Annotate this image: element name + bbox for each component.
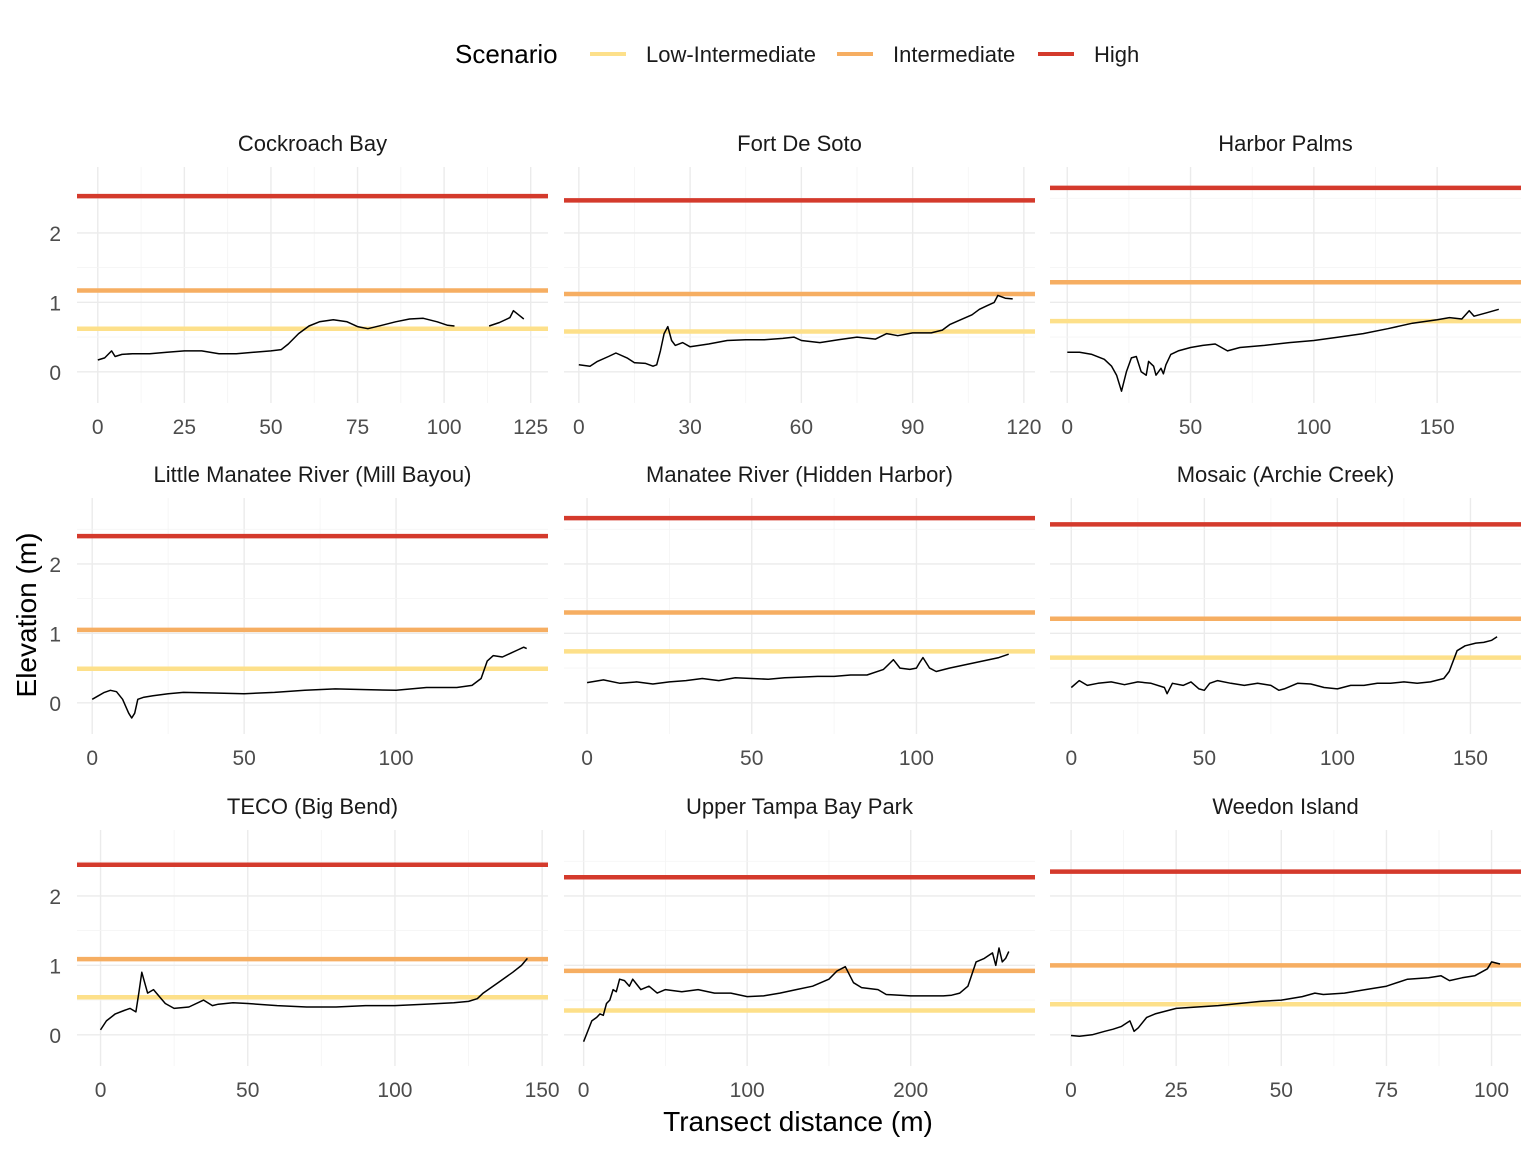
elevation-profile (582, 947, 1010, 1042)
elevation-profile (578, 294, 1013, 367)
panel-title: Mosaic (Archie Creek) (1177, 462, 1395, 487)
legend-item-high: High (1038, 42, 1139, 67)
x-tick-label: 100 (1296, 416, 1331, 439)
x-tick-label: 150 (1453, 747, 1488, 770)
x-tick-label: 100 (377, 1079, 412, 1102)
panel-manatee-river-hidden-harbor: Manatee River (Hidden Harbor) 0 50 100 (564, 462, 1035, 770)
panel-title: Upper Tampa Bay Park (686, 794, 914, 819)
legend: Scenario Low-Intermediate Intermediate Hig… (455, 39, 1139, 69)
panel-grid (77, 830, 548, 1066)
x-tick-label: 75 (1375, 1079, 1398, 1102)
x-tick-label: 50 (259, 416, 282, 439)
x-tick-label: 150 (1420, 416, 1455, 439)
elevation-profile (488, 309, 525, 327)
panel-title: Manatee River (Hidden Harbor) (646, 462, 953, 487)
panel-cockroach-bay: Cockroach Bay 0 25 50 75 100 125 0 1 2 (49, 131, 548, 439)
x-tick-label: 200 (893, 1079, 928, 1102)
x-tick-label: 120 (1006, 416, 1041, 439)
panel-grid (77, 498, 548, 734)
x-tick-label: 0 (578, 1079, 590, 1102)
panel-title: Harbor Palms (1218, 131, 1352, 156)
elevation-profile (97, 317, 455, 361)
legend-label-intermediate: Intermediate (893, 42, 1015, 67)
x-tick-label: 90 (901, 416, 924, 439)
x-tick-label: 0 (581, 747, 593, 770)
y-tick-label: 0 (49, 693, 61, 716)
legend-label-low-intermediate: Low-Intermediate (646, 42, 816, 67)
elevation-profile (99, 957, 528, 1031)
legend-item-intermediate: Intermediate (837, 42, 1015, 67)
x-tick-label: 50 (1179, 416, 1202, 439)
y-tick-label: 0 (49, 1025, 61, 1048)
panel-teco-big-bend: TECO (Big Bend) 0 50 100 150 0 1 2 (49, 794, 559, 1102)
y-tick-label: 2 (49, 554, 61, 577)
x-tick-label: 150 (525, 1079, 560, 1102)
x-tick-label: 50 (1193, 747, 1216, 770)
panel-title: Weedon Island (1212, 794, 1358, 819)
x-tick-label: 25 (1164, 1079, 1187, 1102)
x-tick-label: 50 (232, 747, 255, 770)
panel-harbor-palms: Harbor Palms 0 50 100 150 (1050, 131, 1521, 439)
panel-grid (564, 830, 1035, 1066)
panel-grid (1050, 830, 1521, 1066)
y-tick-label: 1 (49, 292, 61, 315)
panel-grid (1050, 167, 1521, 403)
y-tick-label: 0 (49, 362, 61, 385)
panel-title: Cockroach Bay (238, 131, 387, 156)
x-axis-label: Transect distance (m) (663, 1106, 933, 1137)
x-tick-label: 100 (899, 747, 934, 770)
panel-fort-de-soto: Fort De Soto 0 30 60 90 120 (564, 131, 1041, 439)
x-tick-label: 0 (86, 747, 98, 770)
x-tick-label: 30 (678, 416, 701, 439)
x-tick-label: 0 (95, 1079, 107, 1102)
x-tick-label: 100 (379, 747, 414, 770)
elevation-profile (586, 653, 1009, 685)
panel-little-manatee-river-mill-bayou: Little Manatee River (Mill Bayou) 0 50 100 0… (49, 462, 548, 770)
panel-upper-tampa-bay-park: Upper Tampa Bay Park 0 100 200 (564, 794, 1035, 1102)
x-tick-label: 0 (1061, 416, 1073, 439)
x-tick-label: 0 (573, 416, 585, 439)
elevation-profile (1070, 636, 1498, 695)
y-tick-label: 2 (49, 886, 61, 909)
panel-grid (564, 498, 1035, 734)
legend-label-high: High (1094, 42, 1139, 67)
x-tick-label: 25 (173, 416, 196, 439)
panel-title: Little Manatee River (Mill Bayou) (154, 462, 472, 487)
panel-grid (77, 167, 548, 403)
x-tick-label: 0 (1065, 1079, 1077, 1102)
y-tick-label: 2 (49, 223, 61, 246)
panel-grid (564, 167, 1035, 403)
x-tick-label: 0 (92, 416, 104, 439)
x-tick-label: 100 (427, 416, 462, 439)
x-tick-label: 50 (740, 747, 763, 770)
panel-title: Fort De Soto (737, 131, 862, 156)
x-tick-label: 50 (1270, 1079, 1293, 1102)
y-tick-label: 1 (49, 955, 61, 978)
y-axis-label: Elevation (m) (11, 533, 42, 698)
panel-mosaic-archie-creek: Mosaic (Archie Creek) 0 50 100 150 (1050, 462, 1521, 770)
panel-weedon-island: Weedon Island 0 25 50 75 100 (1050, 794, 1521, 1102)
x-tick-label: 50 (236, 1079, 259, 1102)
elevation-profile (1067, 308, 1500, 392)
elevation-profile (91, 646, 528, 719)
x-tick-label: 60 (790, 416, 813, 439)
panel-title: TECO (Big Bend) (227, 794, 398, 819)
legend-title: Scenario (455, 39, 558, 69)
elevation-profile (1070, 961, 1501, 1037)
x-tick-label: 100 (1320, 747, 1355, 770)
panel-grid (1050, 498, 1521, 734)
x-tick-label: 100 (1474, 1079, 1509, 1102)
legend-item-low-intermediate: Low-Intermediate (590, 42, 816, 67)
x-tick-label: 125 (513, 416, 548, 439)
y-tick-label: 1 (49, 623, 61, 646)
x-tick-label: 0 (1065, 747, 1077, 770)
x-tick-label: 75 (346, 416, 369, 439)
x-tick-label: 100 (730, 1079, 765, 1102)
